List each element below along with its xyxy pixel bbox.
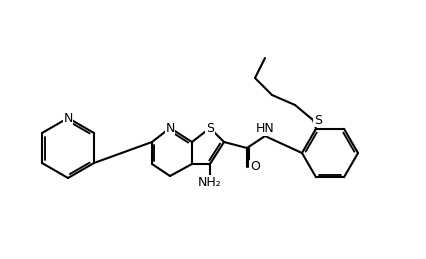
Text: N: N bbox=[63, 112, 72, 125]
Text: HN: HN bbox=[255, 122, 274, 135]
Text: S: S bbox=[205, 121, 213, 134]
Text: S: S bbox=[313, 113, 321, 126]
Text: N: N bbox=[165, 121, 174, 134]
Text: O: O bbox=[249, 161, 259, 174]
Text: NH₂: NH₂ bbox=[198, 176, 222, 189]
